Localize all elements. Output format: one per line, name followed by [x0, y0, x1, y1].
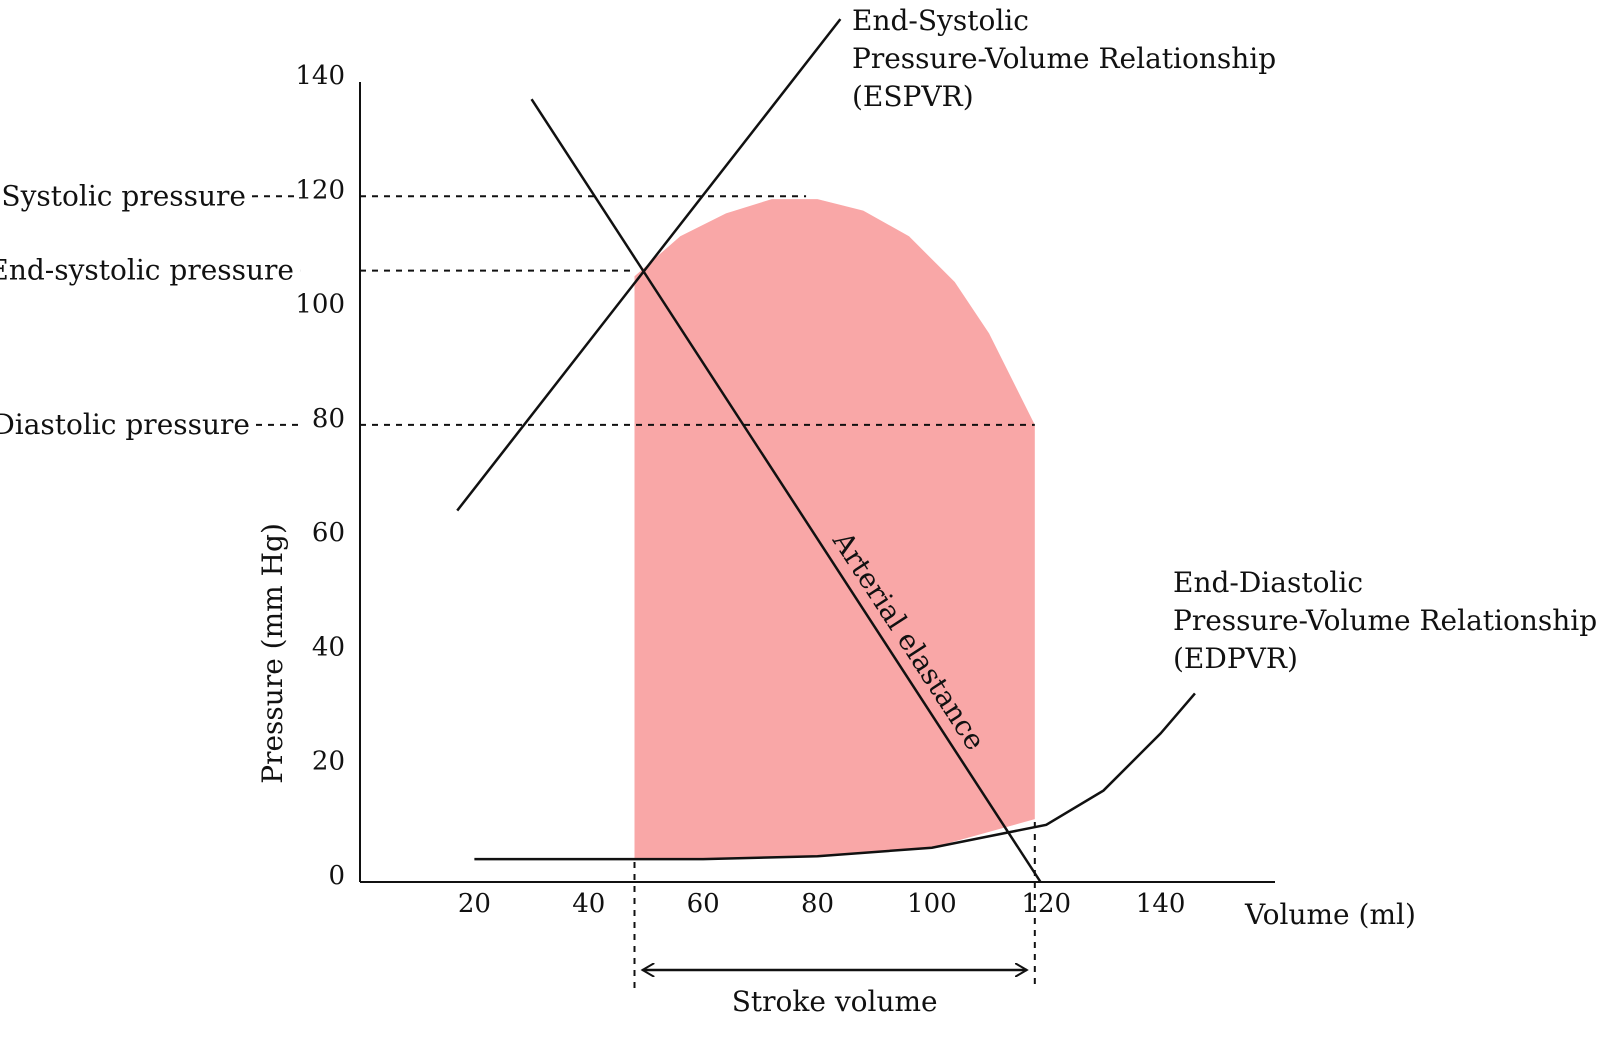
x-tick-label: 60: [687, 889, 720, 919]
y-tick-label: 0: [328, 861, 345, 891]
espvr-label: End-Systolic Pressure-Volume Relationship…: [852, 4, 1276, 113]
stroke-volume-indicator: Stroke volume: [633, 822, 1036, 1018]
label-line: End-Diastolic: [1173, 566, 1363, 599]
edpvr-label: End-Diastolic Pressure-Volume Relationshi…: [1173, 566, 1597, 675]
stroke-volume-label: Stroke volume: [732, 985, 938, 1018]
label-line: (EDPVR): [1173, 642, 1298, 675]
label-line: (ESPVR): [852, 80, 974, 113]
espvr-line: [456, 18, 842, 512]
y-tick-label: 40: [312, 632, 345, 662]
level-label: End-systolic pressure: [0, 254, 294, 287]
x-tick-label: 20: [458, 889, 491, 919]
x-tick-labels: 20 40 60 80 100 120 140: [458, 889, 1186, 919]
label-line: End-Systolic: [852, 4, 1029, 37]
y-tick-label: 60: [312, 518, 345, 548]
pressure-volume-loop-area: [634, 199, 1035, 860]
x-tick-label: 100: [907, 889, 957, 919]
arterial-elastance-line: [530, 98, 1042, 883]
level-label: Systolic pressure: [1, 179, 246, 212]
x-axis-title: Volume (ml): [1244, 898, 1416, 931]
y-tick-label: 140: [295, 61, 345, 91]
guide-lines: [252, 195, 1035, 426]
y-tick-labels: 0 20 40 60 80 100 120 140: [295, 61, 345, 891]
x-tick-label: 40: [572, 889, 605, 919]
label-line: Pressure-Volume Relationship: [1173, 604, 1597, 637]
y-tick-label: 120: [295, 175, 345, 205]
x-tick-label: 120: [1021, 889, 1071, 919]
level-label: Diastolic pressure: [0, 408, 250, 441]
label-line: Pressure-Volume Relationship: [852, 42, 1276, 75]
x-tick-label: 80: [801, 889, 834, 919]
x-tick-label: 140: [1136, 889, 1186, 919]
edpvr-curve: [474, 692, 1196, 861]
y-tick-label: 100: [295, 290, 345, 320]
y-tick-label: 20: [312, 747, 345, 777]
y-tick-label: 80: [312, 404, 345, 434]
y-axis-title: Pressure (mm Hg): [256, 523, 289, 784]
pressure-level-labels: Systolic pressure End-systolic pressure Di…: [0, 179, 294, 441]
